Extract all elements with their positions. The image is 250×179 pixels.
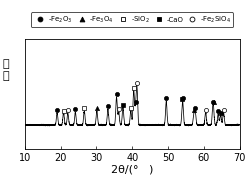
Legend: -Fe$_2$O$_3$, -Fe$_3$O$_4$, -SiO$_2$, -CaO, -Fe$_2$SiO$_4$: -Fe$_2$O$_3$, -Fe$_3$O$_4$, -SiO$_2$, -C… — [31, 12, 234, 27]
X-axis label: 2θ/(°   ): 2θ/(° ) — [111, 165, 154, 175]
Y-axis label: 强
度: 强 度 — [2, 59, 9, 81]
